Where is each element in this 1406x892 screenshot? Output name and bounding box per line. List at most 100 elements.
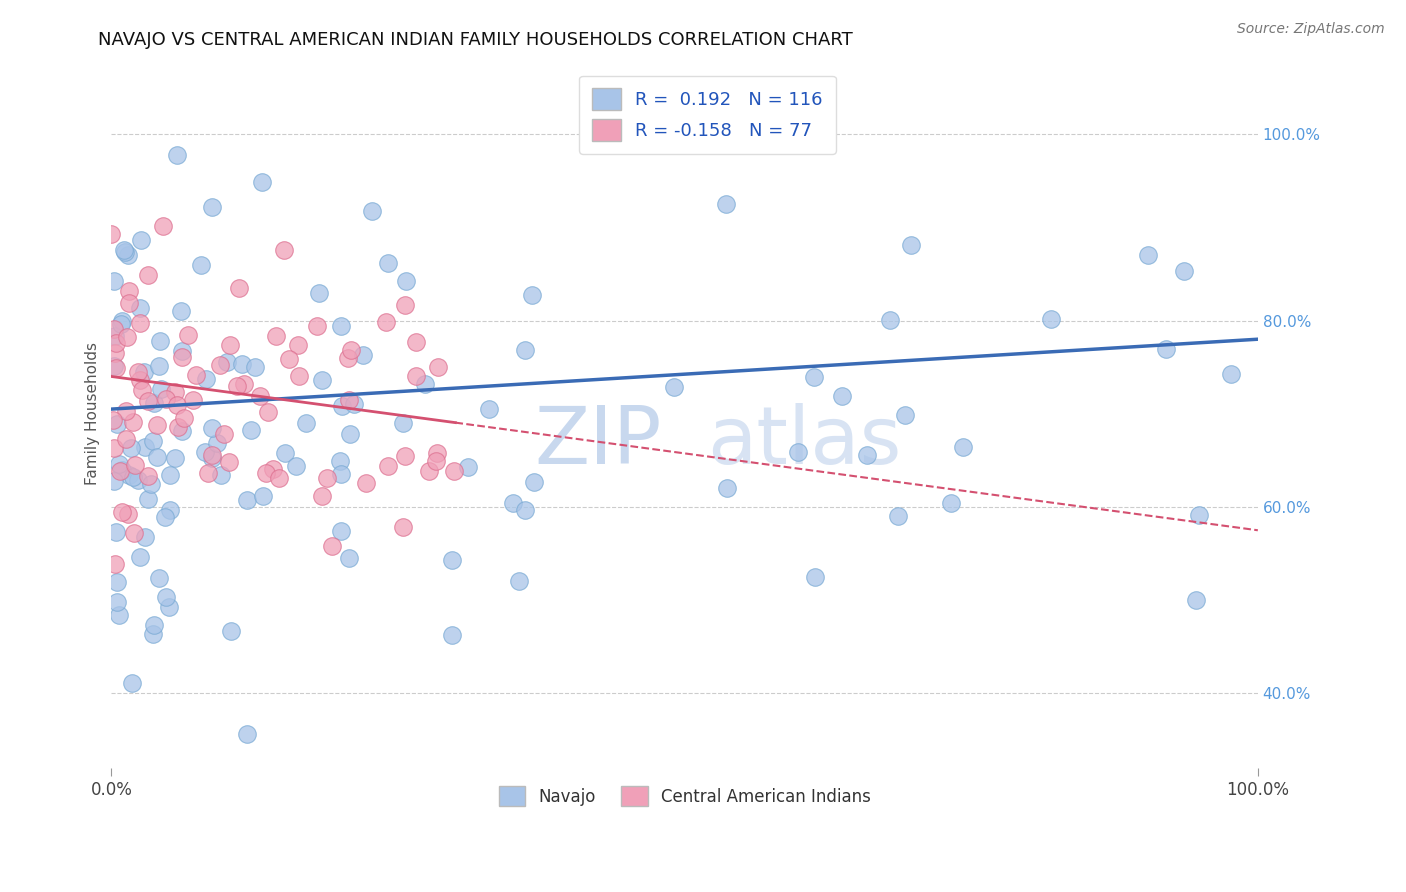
Point: [104, 360, 127, 375]
Point: [104, 558, 127, 572]
Point: [217, 355, 239, 369]
Point: [277, 352, 299, 367]
Point: [194, 371, 217, 385]
Point: [941, 496, 963, 510]
Point: [121, 415, 143, 429]
Point: [142, 627, 165, 641]
Point: [245, 360, 267, 375]
Point: [136, 492, 159, 507]
Point: [427, 360, 450, 375]
Point: [101, 413, 124, 427]
Point: [166, 420, 188, 434]
Point: [513, 503, 536, 517]
Point: [235, 727, 257, 741]
Text: NAVAJO VS CENTRAL AMERICAN INDIAN FAMILY HOUSEHOLDS CORRELATION CHART: NAVAJO VS CENTRAL AMERICAN INDIAN FAMILY…: [98, 31, 853, 49]
Point: [127, 474, 149, 488]
Point: [337, 392, 360, 407]
Point: [103, 359, 125, 373]
Point: [114, 243, 136, 257]
Point: [1040, 311, 1063, 326]
Point: [117, 248, 139, 262]
Point: [219, 624, 242, 638]
Point: [108, 457, 131, 471]
Point: [104, 524, 127, 539]
Point: [1173, 264, 1195, 278]
Point: [1154, 342, 1177, 356]
Point: [146, 450, 169, 464]
Point: [128, 301, 150, 315]
Point: [336, 351, 359, 365]
Point: [143, 618, 166, 632]
Point: [155, 590, 177, 604]
Point: [478, 401, 501, 416]
Point: [127, 365, 149, 379]
Point: [1220, 367, 1243, 381]
Point: [273, 243, 295, 257]
Point: [804, 570, 827, 584]
Point: [262, 462, 284, 476]
Point: [329, 467, 352, 481]
Point: [856, 448, 879, 462]
Point: [111, 314, 134, 328]
Point: [803, 370, 825, 384]
Text: atlas: atlas: [707, 403, 901, 481]
Point: [352, 348, 374, 362]
Point: [392, 520, 415, 534]
Point: [308, 286, 330, 301]
Point: [104, 346, 127, 360]
Point: [887, 509, 910, 524]
Point: [115, 330, 138, 344]
Point: [329, 454, 352, 468]
Point: [132, 365, 155, 379]
Point: [110, 318, 132, 332]
Point: [201, 448, 224, 462]
Point: [100, 227, 122, 241]
Point: [143, 396, 166, 410]
Point: [122, 525, 145, 540]
Point: [118, 295, 141, 310]
Point: [321, 540, 343, 554]
Point: [329, 524, 352, 538]
Point: [118, 467, 141, 482]
Point: [219, 338, 242, 352]
Point: [108, 607, 131, 622]
Point: [252, 489, 274, 503]
Point: [103, 274, 125, 288]
Point: [166, 148, 188, 162]
Point: [662, 379, 685, 393]
Point: [104, 329, 127, 343]
Point: [831, 389, 853, 403]
Point: [121, 676, 143, 690]
Point: [343, 397, 366, 411]
Point: [311, 489, 333, 503]
Point: [149, 334, 172, 348]
Point: [226, 379, 249, 393]
Point: [394, 450, 416, 464]
Point: [118, 284, 141, 298]
Point: [138, 268, 160, 283]
Point: [172, 425, 194, 439]
Point: [103, 441, 125, 455]
Point: [405, 368, 427, 383]
Point: [392, 416, 415, 430]
Point: [1188, 508, 1211, 522]
Point: [418, 464, 440, 478]
Point: [787, 444, 810, 458]
Point: [117, 507, 139, 521]
Point: [209, 467, 232, 482]
Point: [131, 383, 153, 397]
Point: [155, 510, 177, 524]
Point: [190, 258, 212, 272]
Point: [394, 298, 416, 312]
Point: [105, 417, 128, 431]
Point: [129, 316, 152, 330]
Point: [148, 571, 170, 585]
Point: [254, 466, 277, 480]
Point: [212, 427, 235, 442]
Point: [295, 417, 318, 431]
Point: [136, 393, 159, 408]
Point: [103, 474, 125, 488]
Text: Source: ZipAtlas.com: Source: ZipAtlas.com: [1237, 22, 1385, 37]
Point: [163, 384, 186, 399]
Point: [104, 336, 127, 351]
